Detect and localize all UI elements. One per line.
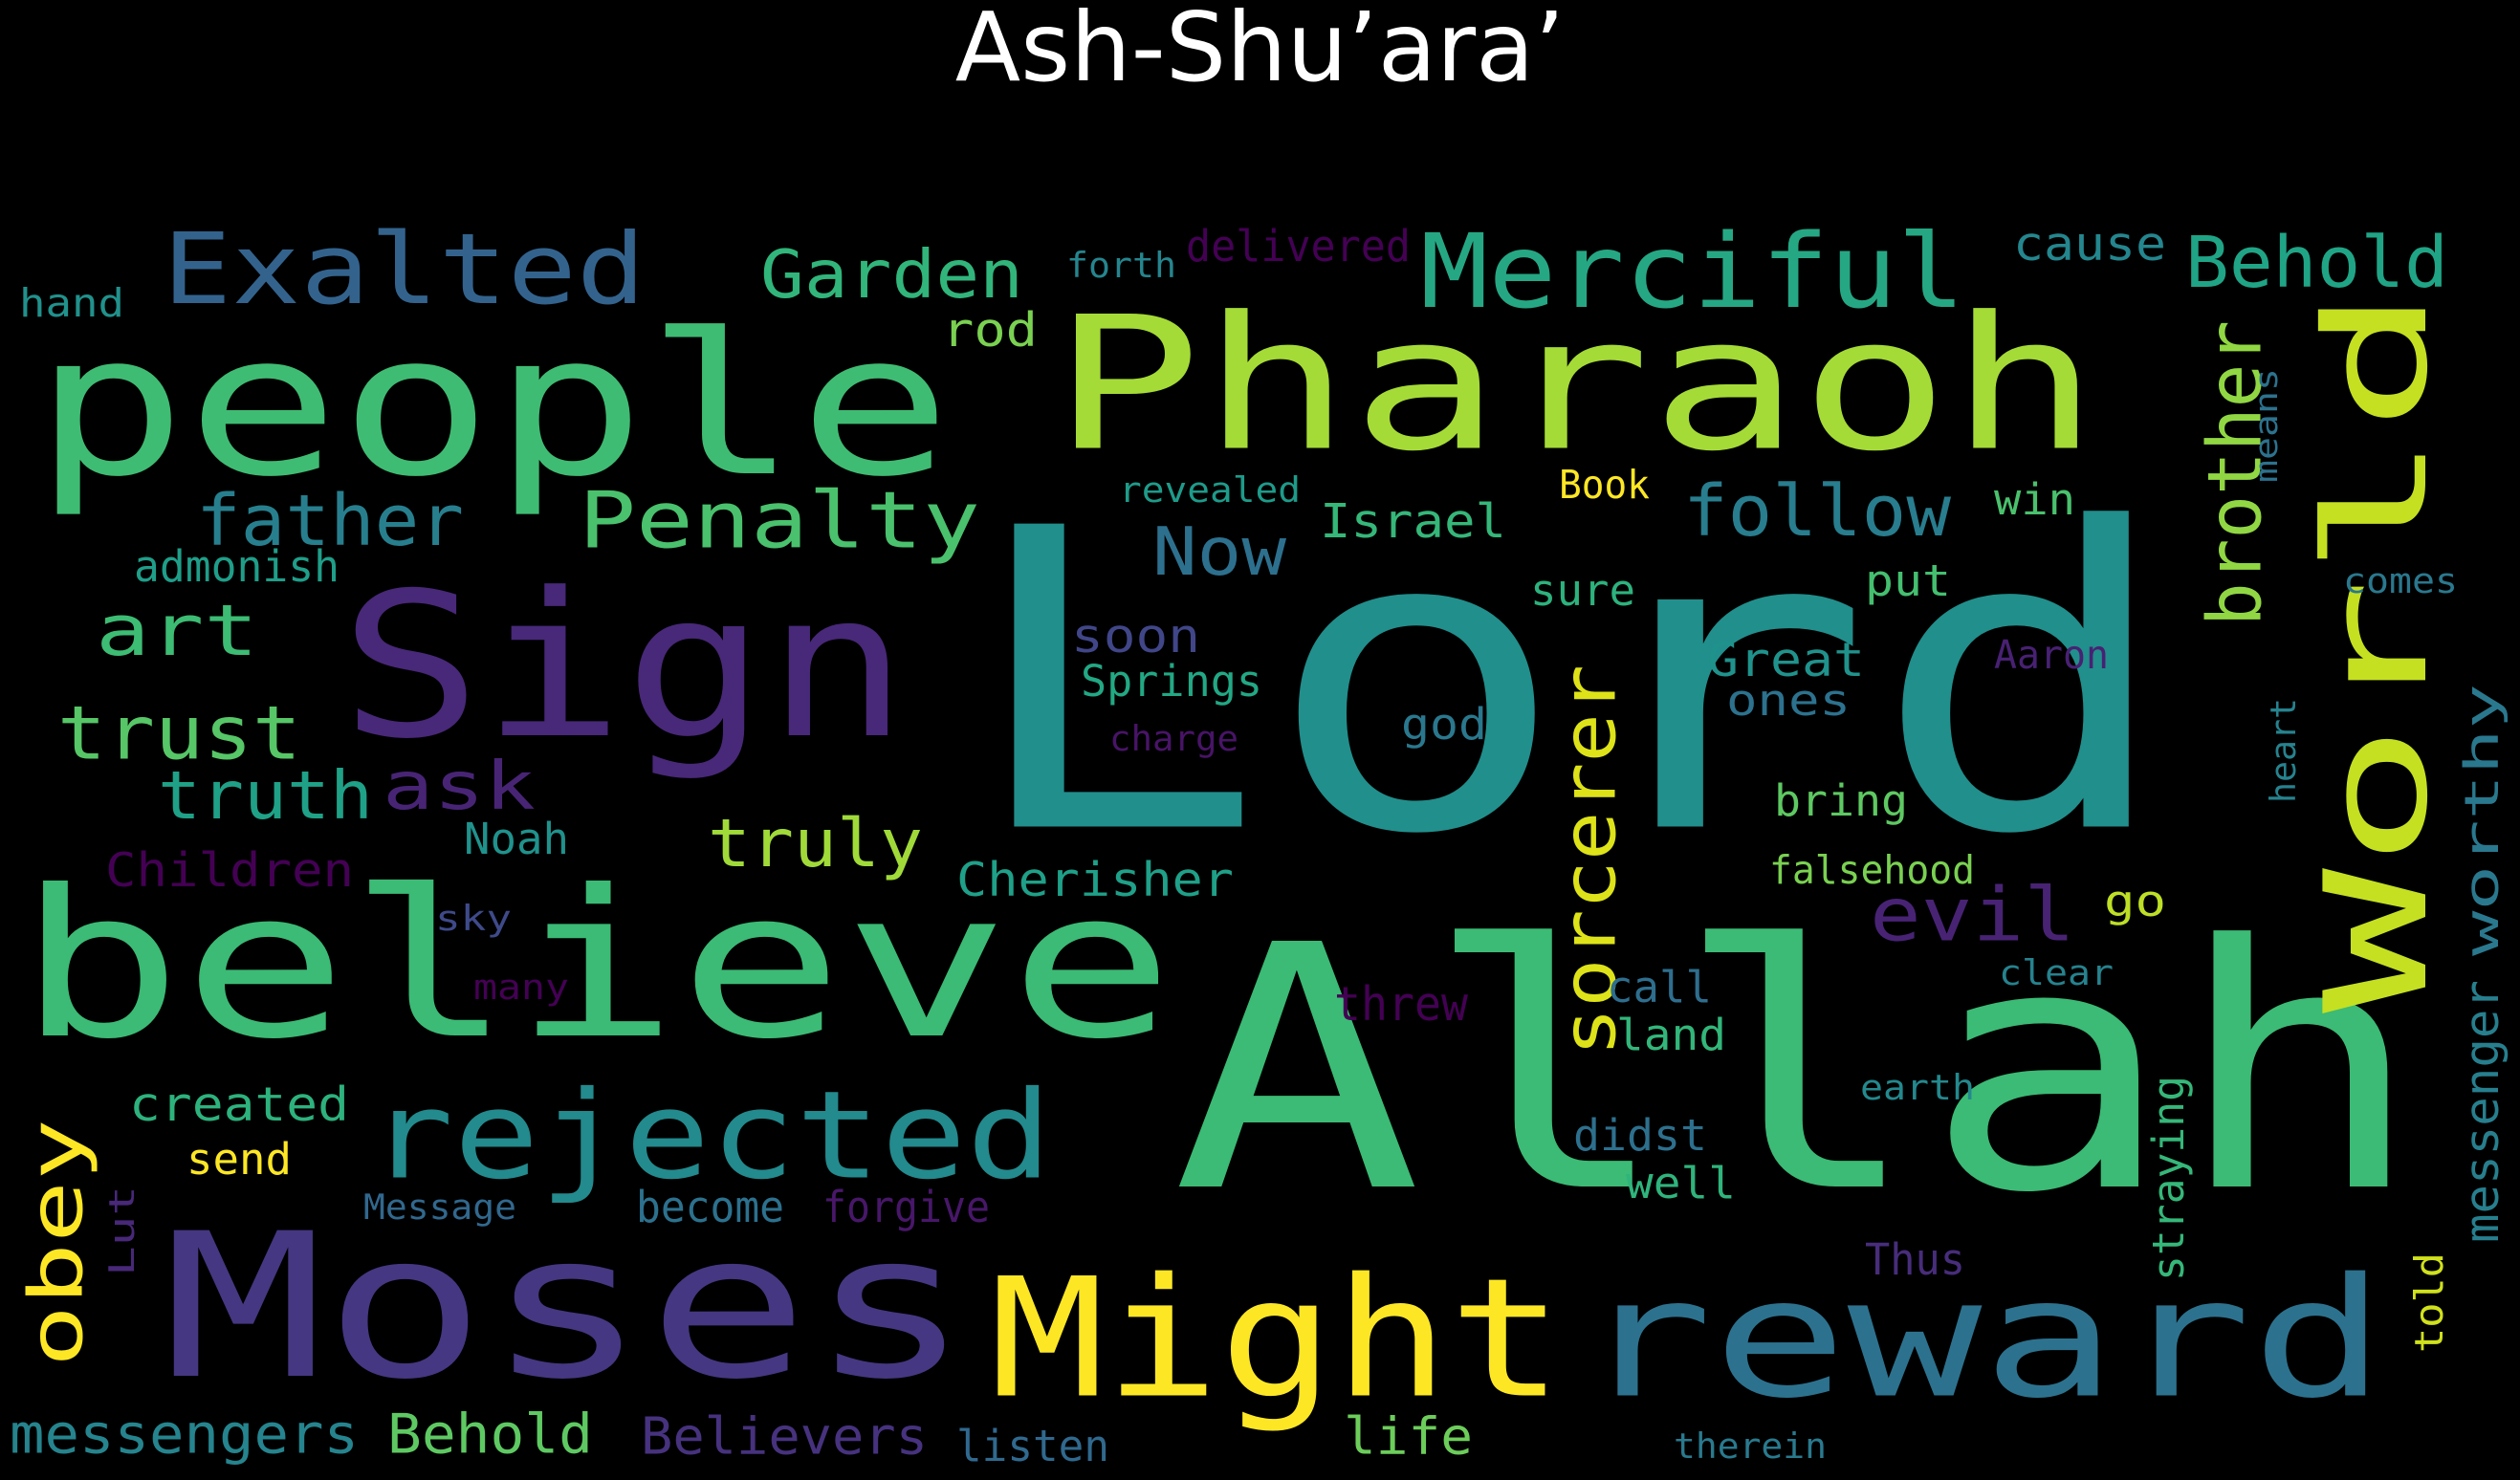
wordcloud-word: Penalty bbox=[579, 476, 980, 567]
wordcloud-word: admonish bbox=[134, 541, 340, 592]
wordcloud-word: soon bbox=[1071, 608, 1200, 664]
wordcloud-word: land bbox=[1616, 1010, 1726, 1060]
wordcloud-word: charge bbox=[1109, 718, 1238, 759]
wordcloud-word: god bbox=[1401, 699, 1487, 750]
wordcloud-word: truth bbox=[158, 757, 373, 835]
wordcloud-word: ask bbox=[383, 748, 536, 825]
wordcloud-word: told bbox=[2406, 1252, 2452, 1353]
wordcloud-word: Message bbox=[363, 1186, 516, 1228]
wordcloud-word: clear bbox=[1999, 952, 2114, 993]
wordcloud-word: trust bbox=[57, 691, 301, 777]
wordcloud-word: Lut bbox=[101, 1186, 142, 1276]
wordcloud-word: Garden bbox=[760, 236, 1023, 314]
wordcloud-word: Cherisher bbox=[956, 852, 1234, 907]
wordcloud-word: Behold bbox=[2185, 222, 2448, 304]
wordcloud-word: Might bbox=[990, 1243, 1564, 1435]
wordcloud-word: Sign bbox=[340, 551, 909, 783]
wordcloud-word: Moses bbox=[163, 1191, 971, 1424]
wordcloud-word: Children bbox=[105, 842, 354, 898]
wordcloud-word: ones bbox=[1726, 675, 1851, 726]
wordcloud-word: threw bbox=[1334, 976, 1468, 1032]
wordcloud-word: Noah bbox=[464, 814, 569, 864]
wordcloud-word: Israel bbox=[1320, 493, 1506, 549]
wordcloud-word: follow bbox=[1683, 470, 1952, 553]
wordcloud-word: send bbox=[186, 1134, 292, 1185]
wordcloud-word: rejected bbox=[368, 1065, 1052, 1207]
wordcloud-word: father bbox=[196, 480, 464, 562]
wordcloud-word: well bbox=[1626, 1158, 1736, 1208]
wordcloud-word: many bbox=[473, 967, 569, 1008]
wordcloud-word: bring bbox=[1774, 775, 1908, 826]
wordcloud-word: falsehood bbox=[1769, 847, 1975, 893]
wordcloud-word: Aaron bbox=[1994, 632, 2109, 678]
wordcloud-word: messengers bbox=[10, 1403, 359, 1467]
wordcloud-word: brother bbox=[2193, 320, 2279, 626]
wordcloud-word: delivered bbox=[1186, 221, 1411, 272]
wordcloud-word: Now bbox=[1152, 513, 1286, 591]
wordcloud-word: sure bbox=[1530, 565, 1635, 616]
wordcloud-word: Lord bbox=[961, 443, 2176, 925]
wordcloud-word: people bbox=[33, 293, 952, 520]
wordcloud-word: heart bbox=[2263, 698, 2304, 803]
wordcloud-word: believe bbox=[17, 847, 1174, 1084]
wordcloud-word: straying bbox=[2143, 1076, 2194, 1281]
wordcloud-word: life bbox=[1344, 1407, 1473, 1467]
wordcloud-word: hand bbox=[19, 280, 124, 326]
chart-title: Ash-Shu’ara’ bbox=[954, 0, 1566, 103]
wordcloud-word: Behold bbox=[387, 1403, 593, 1467]
wordcloud-word: means bbox=[2248, 368, 2285, 483]
wordcloud-word: messenger bbox=[2454, 980, 2509, 1243]
wordcloud-word: Allah bbox=[1172, 875, 2424, 1267]
wordcloud-word: didst bbox=[1573, 1110, 1707, 1161]
wordcloud-word: truly bbox=[708, 805, 923, 882]
wordcloud-word: Great bbox=[1707, 632, 1865, 687]
wordcloud-word: listen bbox=[956, 1421, 1109, 1471]
wordcloud-word: worthy bbox=[2454, 684, 2509, 956]
wordcloud-word: Springs bbox=[1081, 656, 1262, 707]
wordcloud-word: obey bbox=[14, 1119, 100, 1367]
wordcloud-word: forgive bbox=[822, 1182, 990, 1232]
wordcloud-word: comes bbox=[2343, 560, 2458, 601]
wordcloud-word: become bbox=[636, 1182, 784, 1232]
wordcloud-word: Exalted bbox=[163, 213, 646, 327]
wordcloud-word: created bbox=[129, 1077, 349, 1132]
wordcloud-word: therein bbox=[1674, 1426, 1827, 1467]
wordcloud-word: go bbox=[2104, 876, 2166, 926]
wordcloud-word: rod bbox=[942, 302, 1038, 358]
wordcloud-word: put bbox=[1865, 555, 1951, 606]
wordcloud-word: revealed bbox=[1119, 469, 1301, 511]
wordcloud-word: sky bbox=[435, 898, 512, 939]
wordcloud-word: Believers bbox=[641, 1407, 928, 1467]
wordcloud-word: earth bbox=[1860, 1067, 1975, 1108]
wordcloud-word: evil bbox=[1870, 873, 2075, 959]
wordcloud-word: Pharaoh bbox=[1052, 278, 2099, 492]
wordcloud-word: win bbox=[1994, 474, 2075, 525]
wordcloud-word: Book bbox=[1559, 462, 1650, 508]
wordcloud-word: sorcerer bbox=[1547, 664, 1633, 1056]
wordcloud-word: cause bbox=[2013, 216, 2166, 272]
wordcloud-word: forth bbox=[1066, 245, 1176, 286]
wordcloud-word: Merciful bbox=[1420, 213, 1965, 332]
wordcloud-word: call bbox=[1607, 962, 1712, 1012]
wordcloud-word: World bbox=[2294, 287, 2459, 1013]
wordcloud-word: Thus bbox=[1865, 1234, 1965, 1285]
wordcloud-word: reward bbox=[1578, 1243, 2386, 1435]
wordcloud-word: art bbox=[96, 590, 258, 672]
